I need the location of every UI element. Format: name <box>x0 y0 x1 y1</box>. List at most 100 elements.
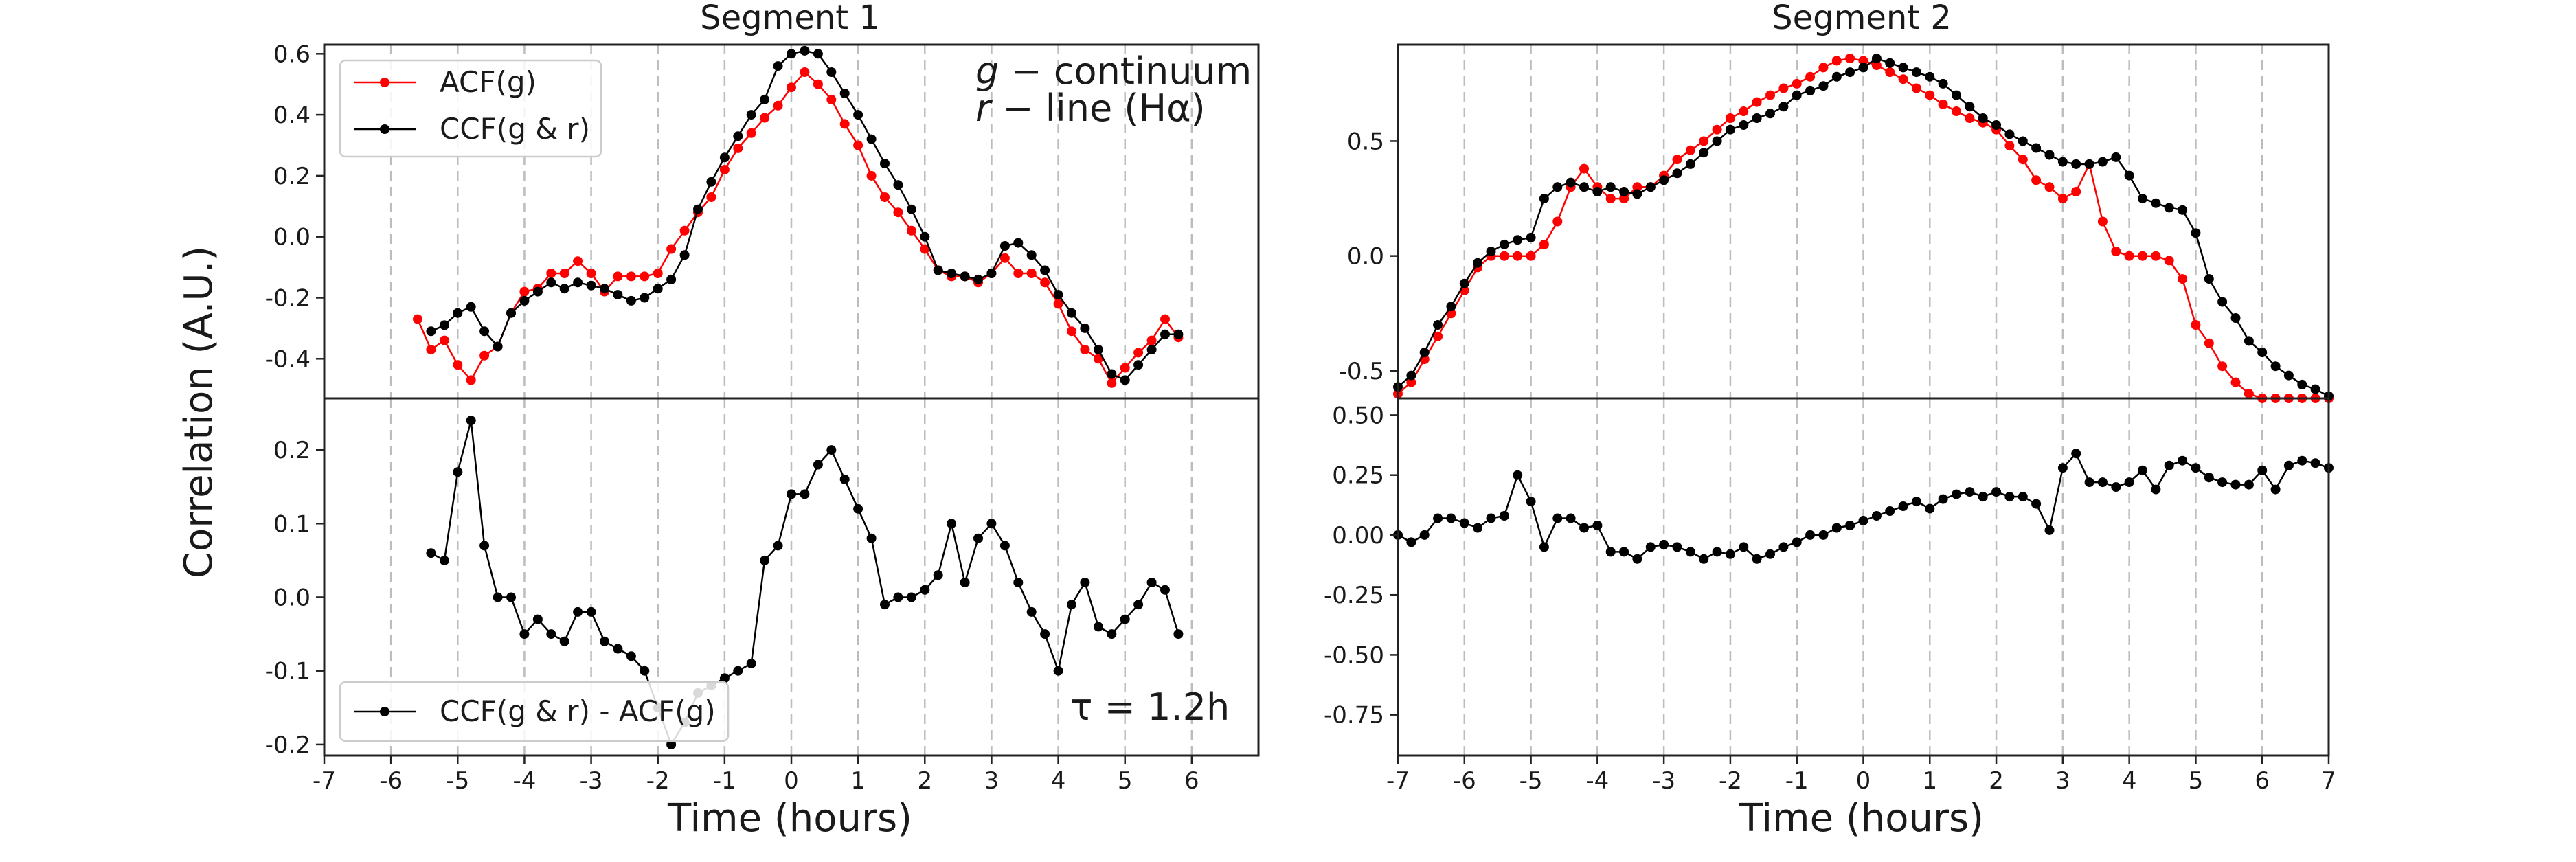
data-point-seg2-top <box>2071 159 2081 169</box>
data-point-seg2-top <box>1911 67 1921 78</box>
data-point-seg2-bottom <box>2204 473 2214 483</box>
data-point-seg2-top <box>1699 136 1709 146</box>
data-point-seg2-bottom <box>1645 542 1656 552</box>
data-point-seg1-top <box>960 271 970 282</box>
y-tick-label-seg1-top: 0.0 <box>273 224 310 251</box>
data-point-seg1-top <box>466 375 476 385</box>
data-point-seg2-top <box>2257 348 2268 358</box>
data-point-seg2-bottom <box>1446 513 1456 523</box>
data-point-seg2-top <box>1805 85 1816 95</box>
x-axis-title-right: Time (hours) <box>1739 796 1984 841</box>
data-point-seg1-bottom <box>893 592 903 602</box>
data-point-seg2-top <box>1406 377 1416 387</box>
x-tick-label-seg1-bottom: -6 <box>379 767 403 795</box>
x-tick-label-seg2-bottom: 6 <box>2255 767 2270 795</box>
data-point-seg1-top <box>800 67 810 77</box>
data-point-seg2-bottom <box>1938 494 1948 504</box>
data-point-seg2-top <box>1499 251 1509 261</box>
data-point-seg2-top <box>2057 194 2068 204</box>
data-point-seg1-top <box>1146 345 1157 354</box>
data-point-seg1-top <box>947 269 957 278</box>
data-point-seg2-bottom <box>1858 516 1868 525</box>
data-point-seg2-top <box>1818 81 1829 91</box>
data-point-seg2-bottom <box>1499 511 1509 521</box>
legend-acf-label: ACF(g) <box>440 65 536 99</box>
band-annotation-g-symbol: g <box>975 49 999 93</box>
x-tick-label-seg1-bottom: 5 <box>1118 767 1133 795</box>
data-point-seg1-top <box>1120 375 1130 385</box>
data-point-seg1-bottom <box>573 606 583 617</box>
data-point-seg1-top <box>413 314 422 324</box>
data-point-seg2-bottom <box>1566 513 1576 523</box>
data-point-seg2-top <box>2018 136 2028 146</box>
data-point-seg2-top <box>2230 377 2241 387</box>
data-point-seg1-bottom <box>666 739 677 749</box>
band-annotation-g: g − continuum <box>975 49 1252 93</box>
data-point-seg1-bottom <box>733 666 743 676</box>
data-point-seg2-top <box>2164 203 2174 213</box>
data-point-seg2-top <box>2097 216 2108 227</box>
data-point-seg1-bottom <box>586 606 596 617</box>
data-point-seg1-top <box>1093 354 1103 364</box>
data-point-seg2-bottom <box>1831 523 1842 533</box>
data-point-seg2-top <box>2031 175 2042 185</box>
data-point-seg2-bottom <box>1871 511 1882 521</box>
data-point-seg1-top <box>1173 329 1184 339</box>
data-point-seg2-top <box>1938 78 1948 89</box>
data-point-seg1-top <box>706 177 716 187</box>
data-point-seg2-top <box>1845 54 1855 64</box>
data-point-seg2-bottom <box>1672 542 1682 552</box>
data-point-seg2-top <box>1685 159 1695 169</box>
data-point-seg2-top <box>2138 194 2147 204</box>
data-point-seg2-top <box>1459 278 1469 288</box>
x-tick-label-seg2-bottom: -7 <box>1386 767 1410 795</box>
band-annotation-r-text: − line (Hα) <box>991 87 1206 130</box>
data-point-seg1-top <box>826 94 837 104</box>
data-point-seg2-top <box>2204 338 2214 348</box>
data-point-seg2-top <box>2297 379 2307 389</box>
data-point-seg2-bottom <box>1952 489 1961 499</box>
y-tick-label-seg1-bottom: 0.0 <box>273 584 310 611</box>
data-point-seg1-bottom <box>773 541 783 551</box>
data-point-seg2-top <box>1778 102 1789 112</box>
data-point-seg2-top <box>1885 67 1895 78</box>
x-tick-label-seg1-bottom: -3 <box>580 767 603 795</box>
data-point-seg2-top <box>1858 56 1868 66</box>
data-point-seg1-top <box>559 284 569 294</box>
data-point-seg1-top <box>733 131 743 141</box>
data-point-seg1-top <box>1053 299 1063 309</box>
data-point-seg1-top <box>506 308 516 318</box>
data-point-seg2-top <box>1672 168 1682 179</box>
data-point-seg2-bottom <box>1699 554 1709 564</box>
data-point-seg2-bottom <box>1513 470 1523 480</box>
data-point-seg2-top <box>1539 239 1549 249</box>
data-point-seg2-top <box>2310 384 2320 394</box>
data-point-seg1-bottom <box>986 519 997 529</box>
y-tick-label-seg2-bottom: -0.50 <box>1324 642 1384 669</box>
data-point-seg2-top <box>1699 148 1709 158</box>
data-point-seg2-top <box>2018 155 2028 165</box>
data-point-seg1-top <box>426 326 436 337</box>
data-point-seg1-top <box>893 180 903 190</box>
data-point-seg2-top <box>1499 239 1509 249</box>
y-tick-label-seg1-top: -0.4 <box>265 345 310 373</box>
data-point-seg2-top <box>1965 113 1975 123</box>
data-point-seg2-bottom <box>2138 465 2147 475</box>
data-point-seg2-top <box>1925 90 1935 100</box>
data-point-seg2-top <box>1725 124 1735 135</box>
data-point-seg1-top <box>773 61 783 71</box>
data-point-seg1-bottom <box>960 578 970 587</box>
data-point-seg2-top <box>1645 182 1656 192</box>
data-point-seg2-bottom <box>1792 537 1802 547</box>
ticks-layer: -0.4 -0.2 0.0 0.2 0.4 0.6 -0.2 -0.1 0.0 0.1 0.2 -7 -… <box>265 41 2336 795</box>
data-point-seg2-top <box>2004 141 2015 151</box>
data-point-seg1-bottom <box>439 555 449 565</box>
x-tick-label-seg1-bottom: 4 <box>1051 767 1066 795</box>
data-point-seg2-bottom <box>2111 482 2121 492</box>
data-point-seg1-top <box>426 345 436 354</box>
x-tick-label-seg2-bottom: -4 <box>1585 767 1609 795</box>
data-point-seg2-bottom <box>2191 463 2201 473</box>
data-point-seg1-bottom <box>519 629 530 639</box>
data-point-seg2-top <box>1632 182 1642 192</box>
